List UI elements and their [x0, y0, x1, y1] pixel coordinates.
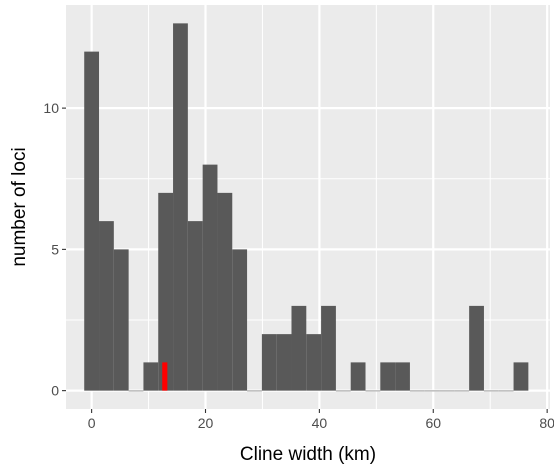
histogram-bar [217, 192, 233, 391]
minor-gridlines [66, 5, 550, 409]
histogram-bar [469, 305, 484, 391]
histogram-bar [99, 221, 114, 391]
histogram-bar [365, 390, 381, 392]
histogram-bar [158, 192, 174, 391]
histogram-bar [321, 305, 336, 391]
histogram-bar [173, 23, 188, 391]
histogram-bar [202, 164, 218, 391]
highlight-bar [162, 362, 168, 391]
histogram-bar [424, 390, 440, 392]
x-axis-title: Cline width (km) [240, 444, 376, 465]
histogram-bar [380, 362, 396, 391]
histogram-bar [232, 249, 248, 391]
histogram-bar [483, 390, 499, 392]
x-tick-label: 0 [88, 415, 96, 431]
x-tick-label: 80 [539, 415, 554, 431]
histogram-bar [513, 362, 529, 391]
histogram-bar [439, 390, 455, 392]
y-axis-ticks: 0 5 10 [43, 100, 66, 399]
y-axis-title: number of loci [9, 147, 30, 266]
x-tick-label: 60 [425, 415, 441, 431]
histogram-bar [498, 390, 514, 392]
histogram-bar [350, 362, 366, 391]
highlight-layer [162, 362, 168, 391]
y-tick-label: 5 [51, 241, 59, 257]
histogram-bar [113, 249, 129, 391]
histogram-bar [395, 362, 410, 391]
histogram-bar [84, 51, 100, 391]
x-tick-label: 40 [312, 415, 328, 431]
histogram-bar [128, 390, 144, 392]
histogram-bar [306, 334, 322, 391]
histogram-bar [276, 334, 292, 391]
histogram-bar [143, 362, 159, 391]
histogram-bar [187, 221, 203, 391]
x-tick-label: 20 [198, 415, 214, 431]
histogram-bar [247, 390, 262, 392]
y-tick-label: 0 [51, 383, 59, 399]
histogram-bar [261, 334, 277, 391]
y-tick-label: 10 [43, 100, 59, 116]
histogram-bars [84, 23, 529, 392]
histogram-bar [335, 390, 351, 392]
x-axis-ticks: 0 20 40 60 80 [88, 409, 554, 431]
histogram-bar [291, 305, 307, 391]
histogram-bar [454, 390, 470, 392]
histogram-bar [409, 390, 425, 392]
